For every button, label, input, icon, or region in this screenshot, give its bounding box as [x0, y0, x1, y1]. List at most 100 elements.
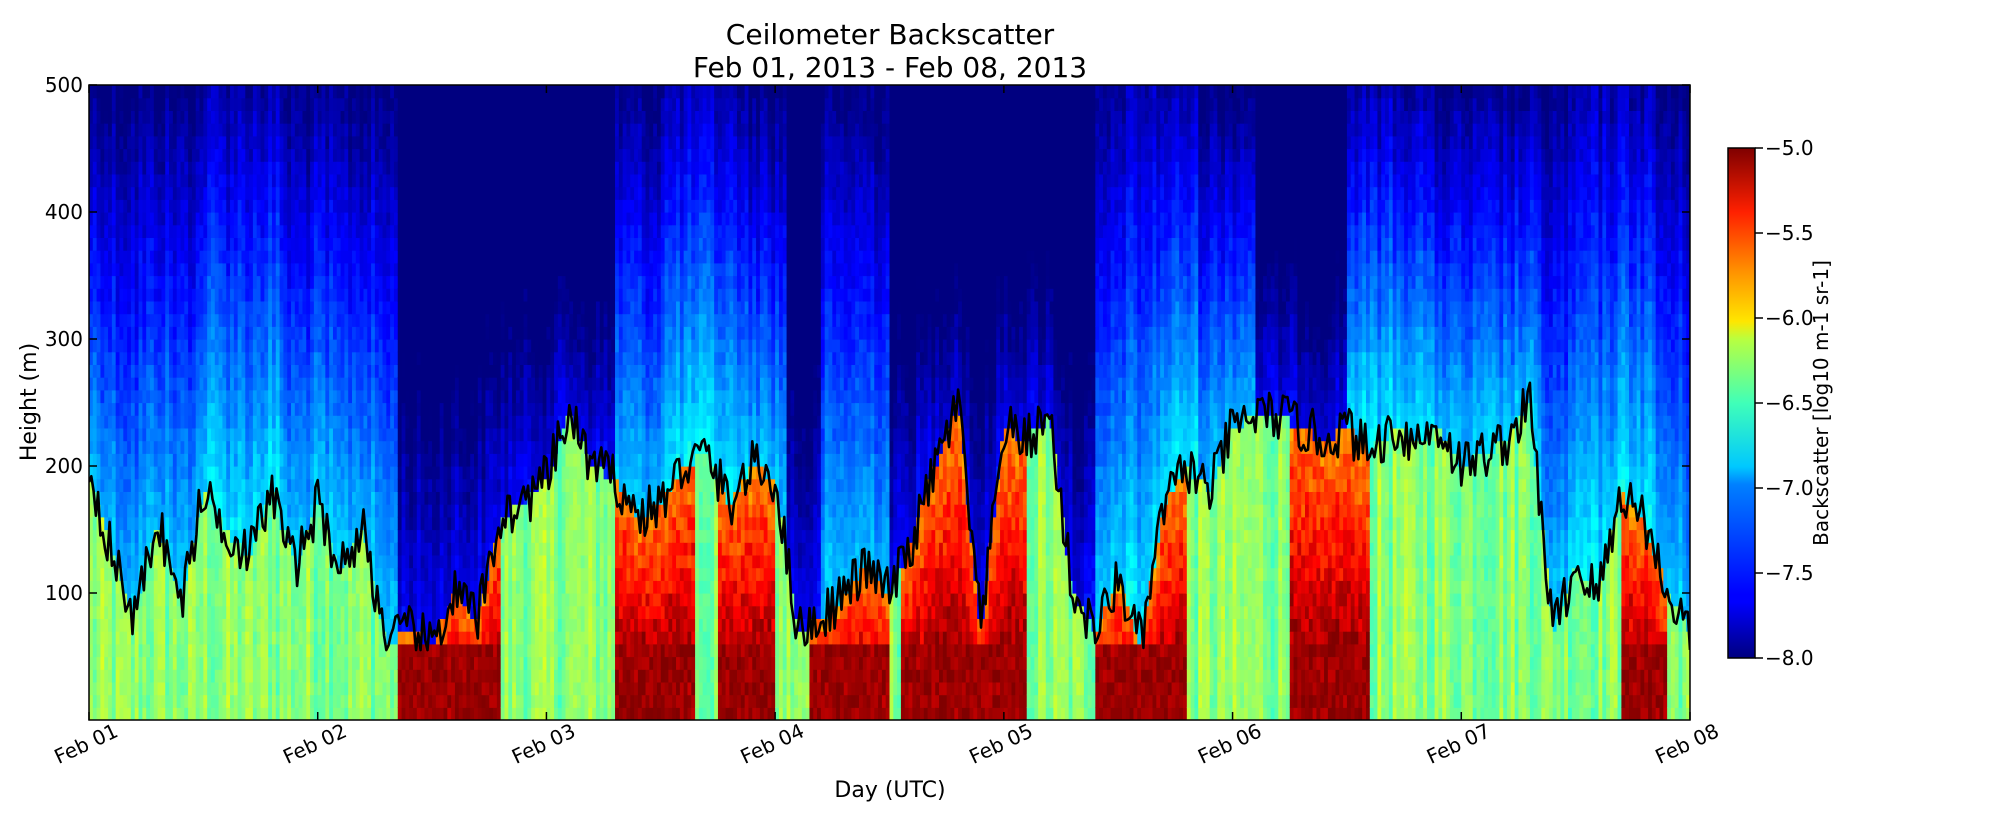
- heatmap-cell: [298, 681, 304, 696]
- heatmap-cell: [172, 656, 178, 670]
- heatmap-cell: [222, 605, 227, 619]
- heatmap-cell: [310, 364, 315, 378]
- heatmap-cell: [275, 427, 281, 442]
- heatmap-cell: [298, 123, 304, 137]
- heatmap-cell: [233, 694, 239, 708]
- heatmap-cell: [222, 427, 227, 442]
- heatmap-cell: [237, 123, 243, 137]
- heatmap-cell: [119, 542, 124, 556]
- heatmap-cell: [390, 478, 395, 492]
- heatmap-cell: [142, 593, 147, 607]
- heatmap-cell: [241, 97, 246, 111]
- heatmap-cell: [359, 643, 365, 658]
- heatmap-cell: [123, 85, 128, 99]
- heatmap-cell: [119, 161, 124, 175]
- heatmap-cell: [184, 415, 189, 429]
- heatmap-cell: [409, 250, 414, 264]
- heatmap-cell: [237, 97, 243, 111]
- heatmap-cell: [287, 567, 292, 581]
- heatmap-cell: [157, 504, 163, 518]
- heatmap-cell: [451, 275, 456, 289]
- heatmap-cell: [374, 275, 380, 289]
- heatmap-cell: [172, 478, 178, 492]
- heatmap-cell: [298, 135, 304, 150]
- heatmap-cell: [92, 123, 98, 137]
- heatmap-cell: [142, 173, 147, 188]
- heatmap-cell: [325, 313, 330, 327]
- heatmap-cell: [203, 504, 208, 518]
- heatmap-cell: [271, 364, 277, 378]
- heatmap-cell: [195, 250, 201, 264]
- heatmap-cell: [294, 453, 300, 467]
- heatmap-cell: [119, 224, 124, 238]
- heatmap-cell: [165, 478, 170, 492]
- heatmap-cell: [424, 237, 429, 251]
- heatmap-cell: [92, 453, 98, 467]
- heatmap-cell: [172, 85, 178, 99]
- heatmap-cell: [252, 97, 258, 111]
- heatmap-cell: [458, 478, 464, 492]
- heatmap-cell: [127, 529, 132, 543]
- heatmap-cell: [245, 339, 250, 353]
- heatmap-cell: [352, 288, 357, 302]
- heatmap-cell: [245, 542, 250, 556]
- heatmap-cell: [138, 580, 143, 594]
- heatmap-cell: [218, 643, 224, 658]
- heatmap-cell: [321, 389, 326, 404]
- heatmap-cell: [321, 681, 326, 696]
- heatmap-cell: [275, 402, 281, 416]
- heatmap-cell: [329, 212, 334, 226]
- heatmap-cell: [96, 224, 102, 238]
- heatmap-cell: [149, 97, 155, 111]
- heatmap-cell: [313, 237, 319, 251]
- heatmap-cell: [100, 427, 105, 442]
- heatmap-cell: [241, 504, 246, 518]
- heatmap-cell: [271, 326, 277, 340]
- heatmap-cell: [359, 199, 365, 213]
- heatmap-cell: [142, 491, 147, 505]
- heatmap-cell: [454, 275, 460, 289]
- heatmap-cell: [367, 656, 372, 670]
- heatmap-cell: [214, 554, 220, 569]
- heatmap-cell: [127, 542, 132, 556]
- heatmap-cell: [123, 173, 128, 188]
- heatmap-cell: [336, 694, 342, 708]
- heatmap-cell: [413, 224, 418, 238]
- heatmap-cell: [89, 669, 94, 683]
- heatmap-cell: [169, 224, 174, 238]
- heatmap-cell: [218, 504, 224, 518]
- heatmap-cell: [119, 681, 124, 696]
- heatmap-cell: [458, 173, 464, 188]
- heatmap-cell: [310, 148, 315, 162]
- heatmap-cell: [115, 135, 121, 150]
- heatmap-cell: [241, 415, 246, 429]
- heatmap-cell: [458, 694, 464, 708]
- heatmap-cell: [458, 224, 464, 238]
- heatmap-cell: [321, 593, 326, 607]
- heatmap-cell: [397, 237, 403, 251]
- heatmap-cell: [390, 580, 395, 594]
- heatmap-cell: [352, 262, 357, 277]
- heatmap-cell: [249, 656, 254, 670]
- heatmap-cell: [271, 313, 277, 327]
- heatmap-cell: [203, 491, 208, 505]
- heatmap-cell: [256, 262, 262, 277]
- heatmap-cell: [321, 135, 326, 150]
- heatmap-cell: [191, 224, 197, 238]
- heatmap-cell: [142, 453, 147, 467]
- heatmap-cell: [241, 466, 246, 480]
- heatmap-cell: [443, 529, 448, 543]
- heatmap-cell: [222, 478, 227, 492]
- heatmap-cell: [458, 631, 464, 645]
- heatmap-cell: [393, 110, 399, 124]
- heatmap-cell: [367, 326, 372, 340]
- heatmap-cell: [435, 110, 441, 124]
- heatmap-cell: [390, 148, 395, 162]
- heatmap-cell: [374, 288, 380, 302]
- heatmap-cell: [279, 643, 285, 658]
- heatmap-cell: [157, 212, 163, 226]
- heatmap-cell: [310, 351, 315, 365]
- heatmap-cell: [184, 85, 189, 99]
- heatmap-cell: [233, 364, 239, 378]
- heatmap-cell: [268, 529, 273, 543]
